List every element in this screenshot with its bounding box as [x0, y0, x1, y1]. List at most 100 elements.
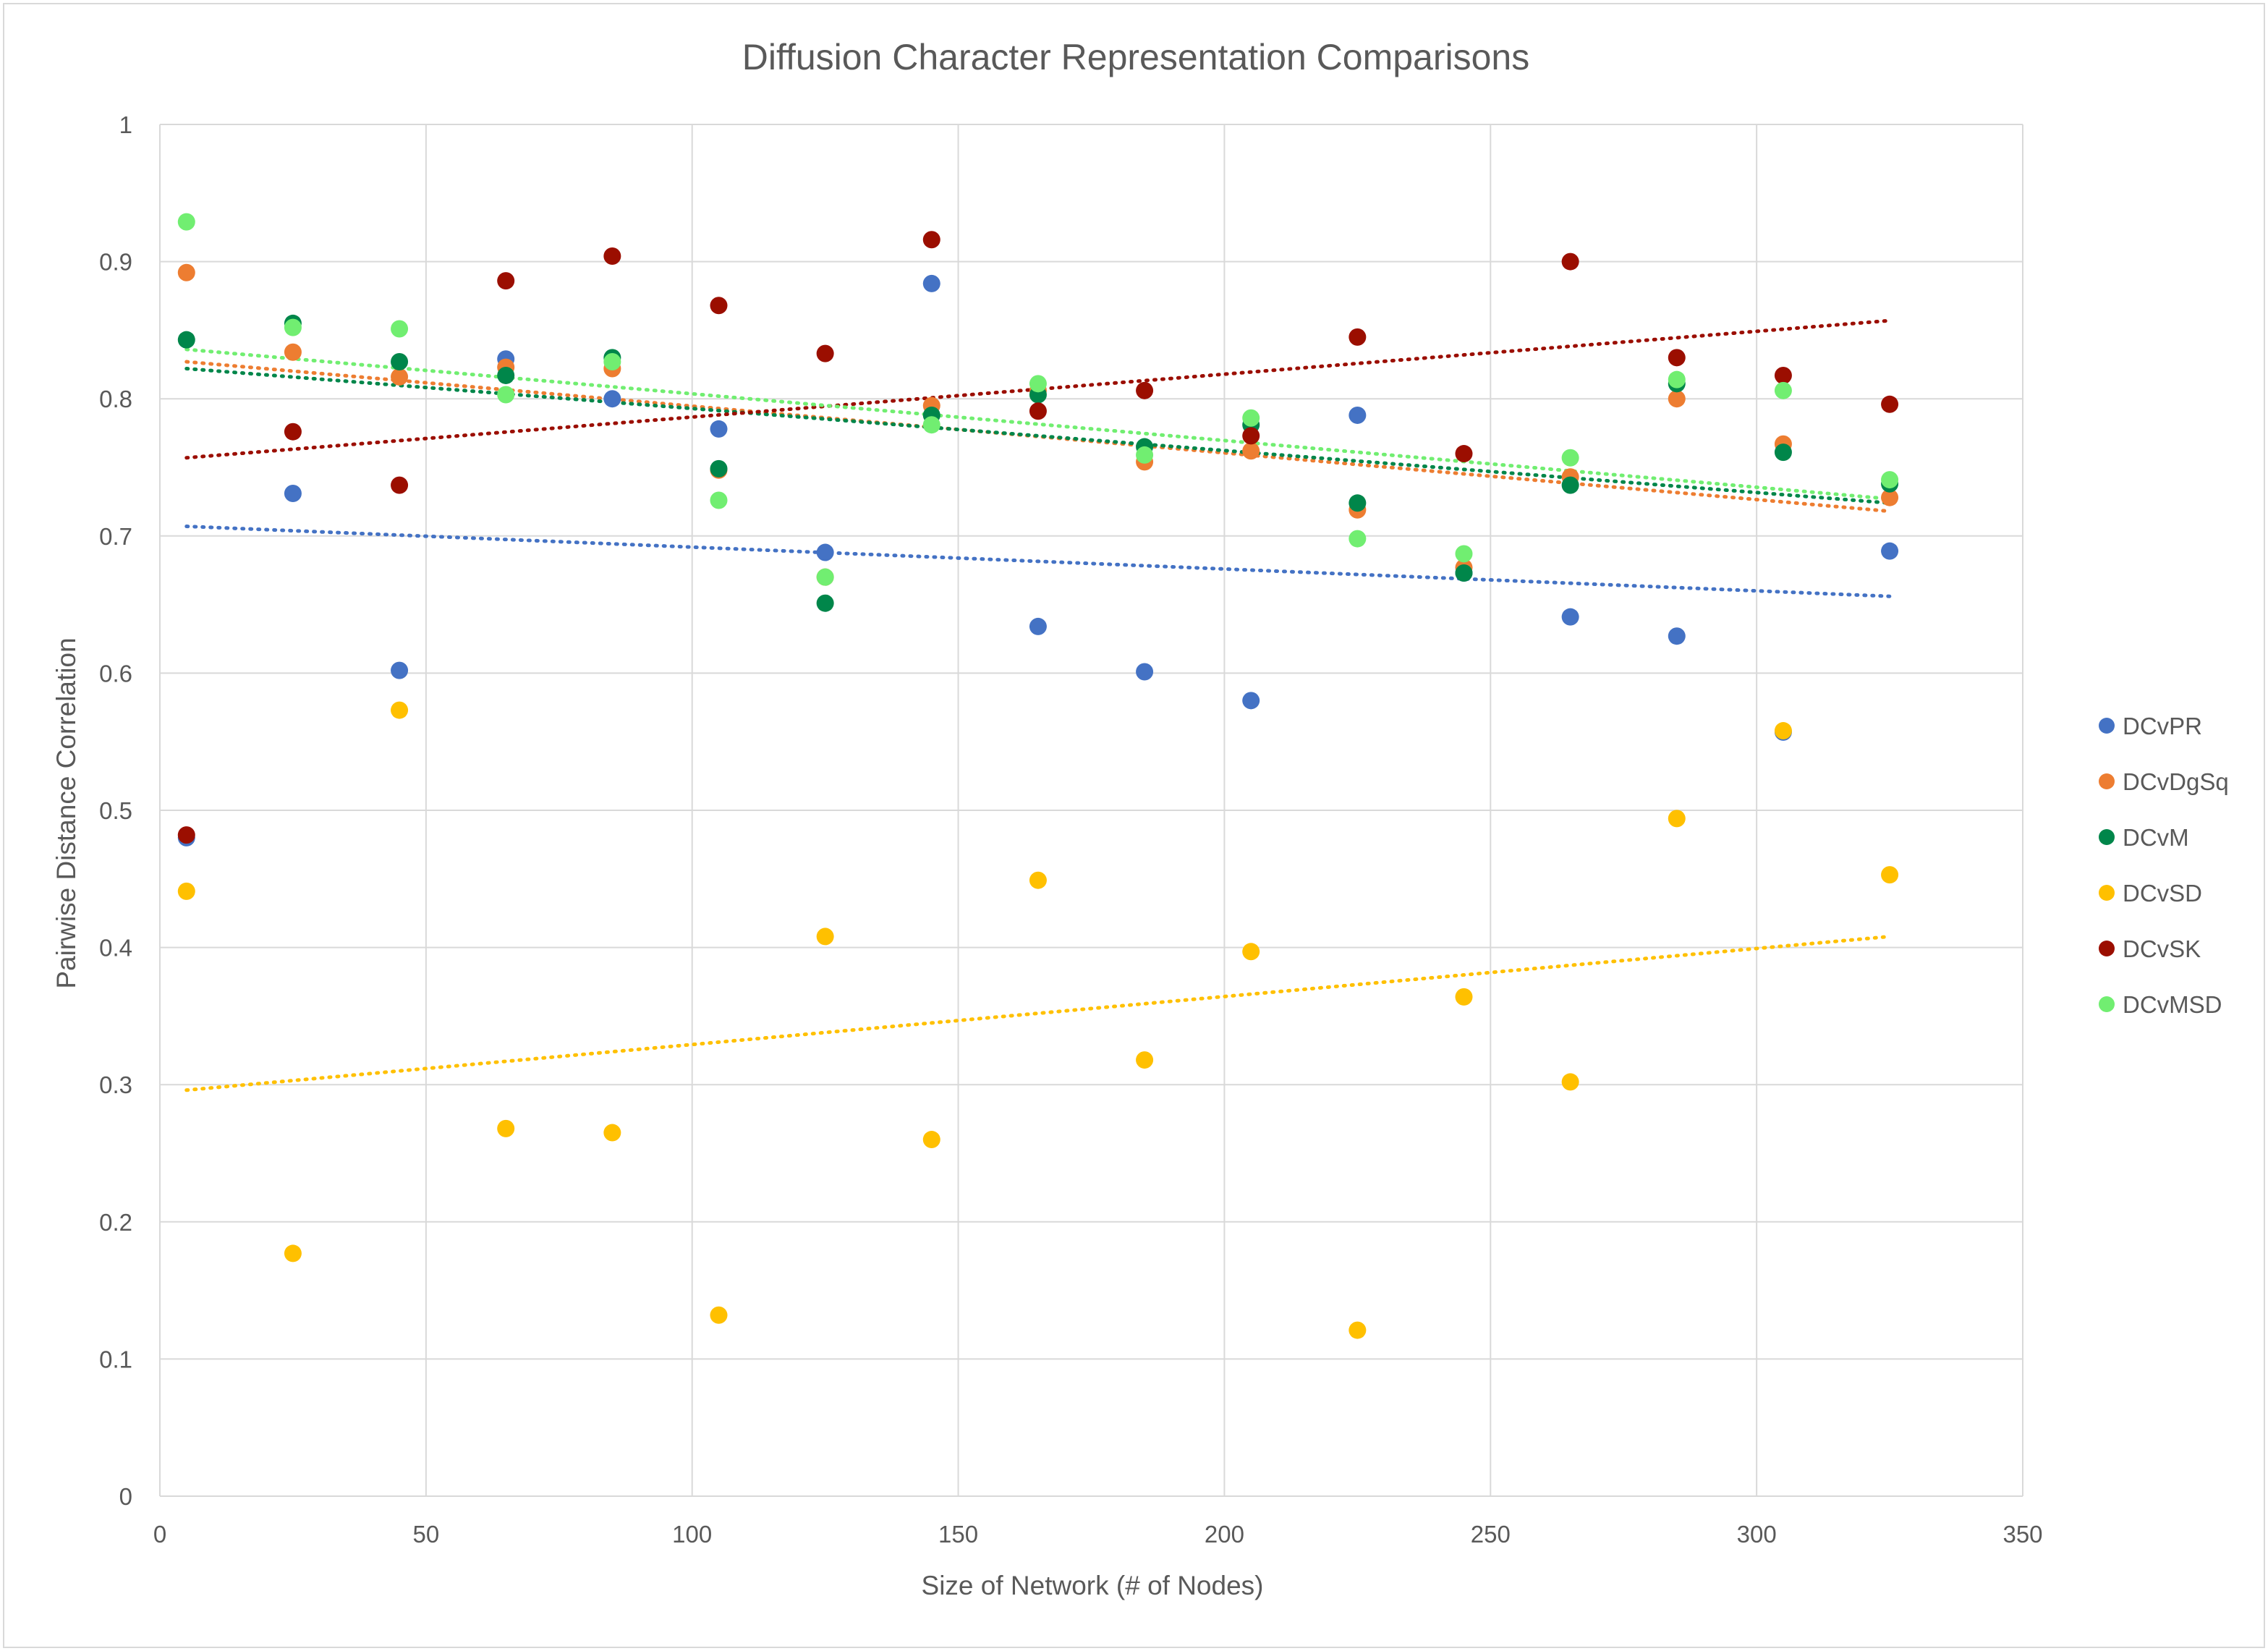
point-dcvmsd: [603, 353, 621, 371]
x-tick-label: 250: [1471, 1521, 1511, 1548]
point-dcvsd: [497, 1119, 515, 1137]
x-axis-ticks: 0 50 100 150 200 250 300 350: [153, 1521, 2043, 1548]
point-dcvmsd: [1242, 409, 1260, 427]
point-dcvsk: [816, 344, 834, 362]
point-dcvmsd: [1668, 370, 1686, 389]
point-dcvsk: [1455, 445, 1473, 463]
point-dcvpr: [1349, 406, 1367, 424]
point-dcvpr: [603, 390, 621, 408]
x-tick-label: 200: [1205, 1521, 1244, 1548]
y-axis-ticks: 0 0.1 0.2 0.3 0.4 0.5 0.6 0.7 0.8 0.9 1: [99, 111, 132, 1510]
x-tick-label: 50: [412, 1521, 439, 1548]
point-dcvsd: [1455, 988, 1473, 1006]
point-dcvmsd: [710, 491, 728, 509]
point-dcvmsd: [1029, 375, 1047, 393]
y-tick-label: 0.1: [99, 1346, 132, 1372]
point-dcvsk: [1136, 381, 1154, 399]
point-dcvsd: [1774, 722, 1792, 740]
point-dcvmsd: [816, 568, 834, 586]
x-tick-label: 0: [153, 1521, 166, 1548]
legend-marker-dcvm: [2099, 829, 2115, 845]
point-dcvsk: [284, 423, 302, 441]
point-dcvmsd: [1881, 471, 1899, 489]
point-dcvsk: [1242, 427, 1260, 445]
point-dcvmsd: [1349, 530, 1367, 548]
y-tick-label: 0.8: [99, 386, 132, 412]
point-dcvsk: [1561, 252, 1579, 271]
point-dcvsd: [710, 1306, 728, 1324]
point-dcvmsd: [1774, 381, 1792, 399]
y-tick-label: 0.3: [99, 1071, 132, 1098]
point-dcvsd: [922, 1131, 940, 1149]
legend-marker-dcvmsd: [2099, 996, 2115, 1012]
trendlines: [184, 318, 1892, 1092]
point-dcvdgsq: [1668, 390, 1686, 408]
data-points: [177, 213, 1899, 1339]
point-dcvsd: [1242, 943, 1260, 961]
y-tick-label: 0.9: [99, 249, 132, 276]
point-dcvsk: [922, 231, 940, 249]
point-dcvm: [1349, 494, 1367, 512]
point-dcvmsd: [497, 386, 515, 404]
legend-label-dcvsd: DCvSD: [2123, 880, 2202, 907]
point-dcvsk: [1029, 402, 1047, 420]
y-tick-label: 0.6: [99, 660, 132, 687]
legend: DCvPR DCvDgSq DCvM DCvSD DCvSK DCvMSD: [2099, 713, 2229, 1018]
point-dcvmsd: [177, 213, 195, 231]
point-dcvsd: [1668, 810, 1686, 828]
legend-label-dcvpr: DCvPR: [2123, 713, 2202, 739]
point-dcvm: [177, 331, 195, 349]
point-dcvm: [1561, 476, 1579, 494]
x-tick-label: 100: [672, 1521, 712, 1548]
y-tick-label: 0.2: [99, 1209, 132, 1236]
point-dcvmsd: [284, 318, 302, 336]
y-tick-label: 0: [119, 1483, 132, 1510]
point-dcvsk: [1881, 395, 1899, 413]
point-dcvpr: [284, 485, 302, 503]
point-dcvsk: [391, 476, 409, 494]
legend-marker-dcvpr: [2099, 718, 2115, 734]
point-dcvpr: [1029, 617, 1047, 635]
point-dcvsd: [1561, 1073, 1579, 1091]
trendline-dcvm: [184, 366, 1892, 505]
legend-marker-dcvdgsq: [2099, 773, 2115, 789]
trendline-dcvmsd: [184, 347, 1892, 501]
x-tick-label: 300: [1737, 1521, 1777, 1548]
point-dcvm: [1774, 443, 1792, 462]
point-dcvmsd: [391, 320, 409, 338]
point-dcvdgsq: [1881, 488, 1899, 506]
point-dcvmsd: [922, 416, 940, 434]
point-dcvpr: [816, 543, 834, 561]
x-tick-label: 150: [938, 1521, 978, 1548]
point-dcvsk: [177, 826, 195, 844]
point-dcvpr: [1881, 542, 1899, 560]
point-dcvpr: [1136, 663, 1154, 681]
y-tick-label: 0.7: [99, 523, 132, 550]
point-dcvpr: [1561, 608, 1579, 626]
point-dcvdgsq: [1242, 442, 1260, 460]
x-tick-label: 350: [2002, 1521, 2042, 1548]
trendline-dcvdgsq: [184, 360, 1892, 514]
point-dcvpr: [1242, 692, 1260, 710]
point-dcvsd: [816, 928, 834, 946]
point-dcvm: [497, 366, 515, 384]
point-dcvdgsq: [177, 263, 195, 281]
point-dcvdgsq: [284, 343, 302, 361]
point-dcvsd: [1029, 871, 1047, 889]
point-dcvmsd: [1136, 446, 1154, 464]
legend-label-dcvm: DCvM: [2123, 824, 2189, 851]
point-dcvm: [1455, 564, 1473, 582]
point-dcvsd: [177, 882, 195, 900]
trendline-dcvpr: [184, 525, 1892, 598]
point-dcvm: [816, 594, 834, 612]
point-dcvsk: [1349, 328, 1367, 346]
legend-label-dcvdgsq: DCvDgSq: [2123, 768, 2229, 795]
point-dcvsk: [603, 247, 621, 266]
point-dcvdgsq: [391, 368, 409, 386]
chart-title: Diffusion Character Representation Compa…: [742, 37, 1530, 77]
point-dcvmsd: [1455, 545, 1473, 563]
point-dcvsd: [391, 701, 409, 719]
gridlines: [159, 124, 2023, 1497]
point-dcvmsd: [1561, 449, 1579, 467]
